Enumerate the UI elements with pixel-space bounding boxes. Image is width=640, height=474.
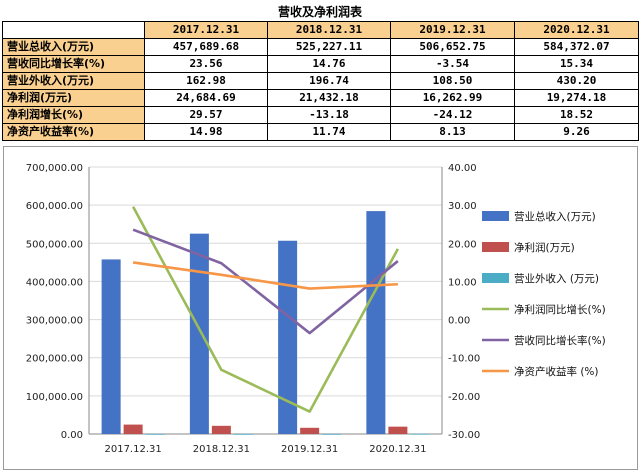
table-corner-cell	[2, 21, 145, 39]
column-header: 2019.12.31	[390, 21, 515, 39]
bar	[145, 433, 165, 435]
left-tick-label: 100,000.00	[26, 392, 83, 403]
table-cell: 21,432.18	[267, 89, 391, 107]
category-label: 2019.12.31	[281, 444, 338, 455]
category-label: 2020.12.31	[369, 444, 426, 455]
legend-label: 净资产收益率 (%)	[514, 365, 599, 378]
legend-swatch	[482, 242, 509, 252]
table-cell: 457,689.68	[144, 38, 268, 56]
table-row: 营收同比增长率(%) 23.56 14.76 -3.54 15.34	[2, 55, 639, 73]
series-line	[132, 261, 398, 290]
legend-label: 净利润(万元)	[514, 241, 575, 254]
series-line	[131, 206, 400, 413]
combo-chart: 0.00 100,000.00 200,000.00 300,000.00 400,00…	[26, 163, 606, 455]
table-cell: 23.56	[144, 55, 268, 73]
right-tick-label: 20.00	[448, 239, 477, 250]
table-title: 营收及净利润表	[277, 5, 362, 19]
category-label: 2017.12.31	[104, 444, 161, 455]
row-label: 营业总收入(万元)	[2, 38, 145, 56]
left-tick-label: 200,000.00	[26, 354, 83, 365]
left-tick-label: 0.00	[61, 430, 83, 441]
row-label: 营业外收入(万元)	[2, 72, 145, 90]
column-header: 2018.12.31	[267, 21, 391, 39]
bar	[211, 425, 231, 434]
right-tick-label: -30.00	[448, 430, 480, 441]
column-header: 2020.12.31	[514, 21, 639, 39]
table-cell: -13.18	[267, 106, 391, 124]
left-tick-label: 700,000.00	[26, 163, 83, 174]
row-label: 净利润(万元)	[2, 89, 145, 107]
table-row: 净利润增长(%) 29.57 -13.18 -24.12 18.52	[2, 106, 639, 124]
table-cell: 11.74	[267, 123, 391, 141]
legend-label: 营业外收入 (万元)	[514, 272, 599, 285]
table-cell: 430.20	[514, 72, 639, 90]
bar	[233, 433, 253, 435]
table-cell: 19,274.18	[514, 89, 639, 107]
bar	[278, 240, 298, 434]
table-cell: 584,372.07	[514, 38, 639, 56]
right-tick-label: -10.00	[448, 354, 480, 365]
legend-label: 营业总收入(万元)	[514, 210, 596, 223]
table-row: 净利润(万元) 24,684.69 21,432.18 16,262.99 19…	[2, 89, 639, 107]
legend-swatch	[482, 211, 509, 221]
bar	[189, 233, 209, 434]
right-tick-label: 10.00	[448, 277, 477, 288]
table-cell: 9.26	[514, 123, 639, 141]
table-cell: 15.34	[514, 55, 639, 73]
bar	[366, 211, 386, 434]
left-tick-label: 300,000.00	[26, 316, 83, 327]
right-tick-label: 30.00	[448, 201, 477, 212]
table-cell: 162.98	[144, 72, 268, 90]
table-cell: 14.76	[267, 55, 391, 73]
bar	[123, 424, 143, 434]
right-tick-label: 0.00	[448, 316, 470, 327]
table-cell: 8.13	[390, 123, 515, 141]
right-tick-label: 40.00	[448, 163, 477, 174]
table-cell: 16,262.99	[390, 89, 515, 107]
table-row: 营业外收入(万元) 162.98 196.74 108.50 430.20	[2, 72, 639, 90]
table-cell: 18.52	[514, 106, 639, 124]
left-tick-label: 500,000.00	[26, 239, 83, 250]
bar	[300, 427, 320, 434]
table-cell: 14.98	[144, 123, 268, 141]
category-label: 2018.12.31	[193, 444, 250, 455]
bar	[388, 426, 408, 434]
table-row: 净资产收益率(%) 14.98 11.74 8.13 9.26	[2, 123, 639, 141]
left-tick-label: 400,000.00	[26, 277, 83, 288]
table-row: 营业总收入(万元) 457,689.68 525,227.11 506,652.…	[2, 38, 639, 56]
series-line	[132, 228, 399, 335]
row-label: 营收同比增长率(%)	[2, 55, 145, 73]
table-cell: -24.12	[390, 106, 515, 124]
table-cell: 108.50	[390, 72, 515, 90]
table-header-row: 2017.12.31 2018.12.31 2019.12.31 2020.12…	[2, 21, 639, 39]
row-label: 净资产收益率(%)	[2, 123, 145, 141]
legend-swatch	[482, 273, 509, 283]
table-cell: 24,684.69	[144, 89, 268, 107]
financial-table: 2017.12.31 2018.12.31 2019.12.31 2020.12…	[2, 21, 639, 141]
left-tick-label: 600,000.00	[26, 201, 83, 212]
row-label: 净利润增长(%)	[2, 106, 145, 124]
bar	[410, 433, 430, 435]
table-cell: 196.74	[267, 72, 391, 90]
legend-label: 净利润同比增长(%)	[514, 303, 606, 316]
chart-area: 0.00 100,000.00 200,000.00 300,000.00 400,00…	[3, 146, 638, 470]
right-tick-label: -20.00	[448, 392, 480, 403]
table-cell: 525,227.11	[267, 38, 391, 56]
table-cell: 506,652.75	[390, 38, 515, 56]
table-cell: 29.57	[144, 106, 268, 124]
legend-label: 营收同比增长率(%)	[514, 334, 606, 347]
column-header: 2017.12.31	[144, 21, 268, 39]
bar	[322, 433, 342, 435]
table-cell: -3.54	[390, 55, 515, 73]
bar	[101, 259, 121, 434]
